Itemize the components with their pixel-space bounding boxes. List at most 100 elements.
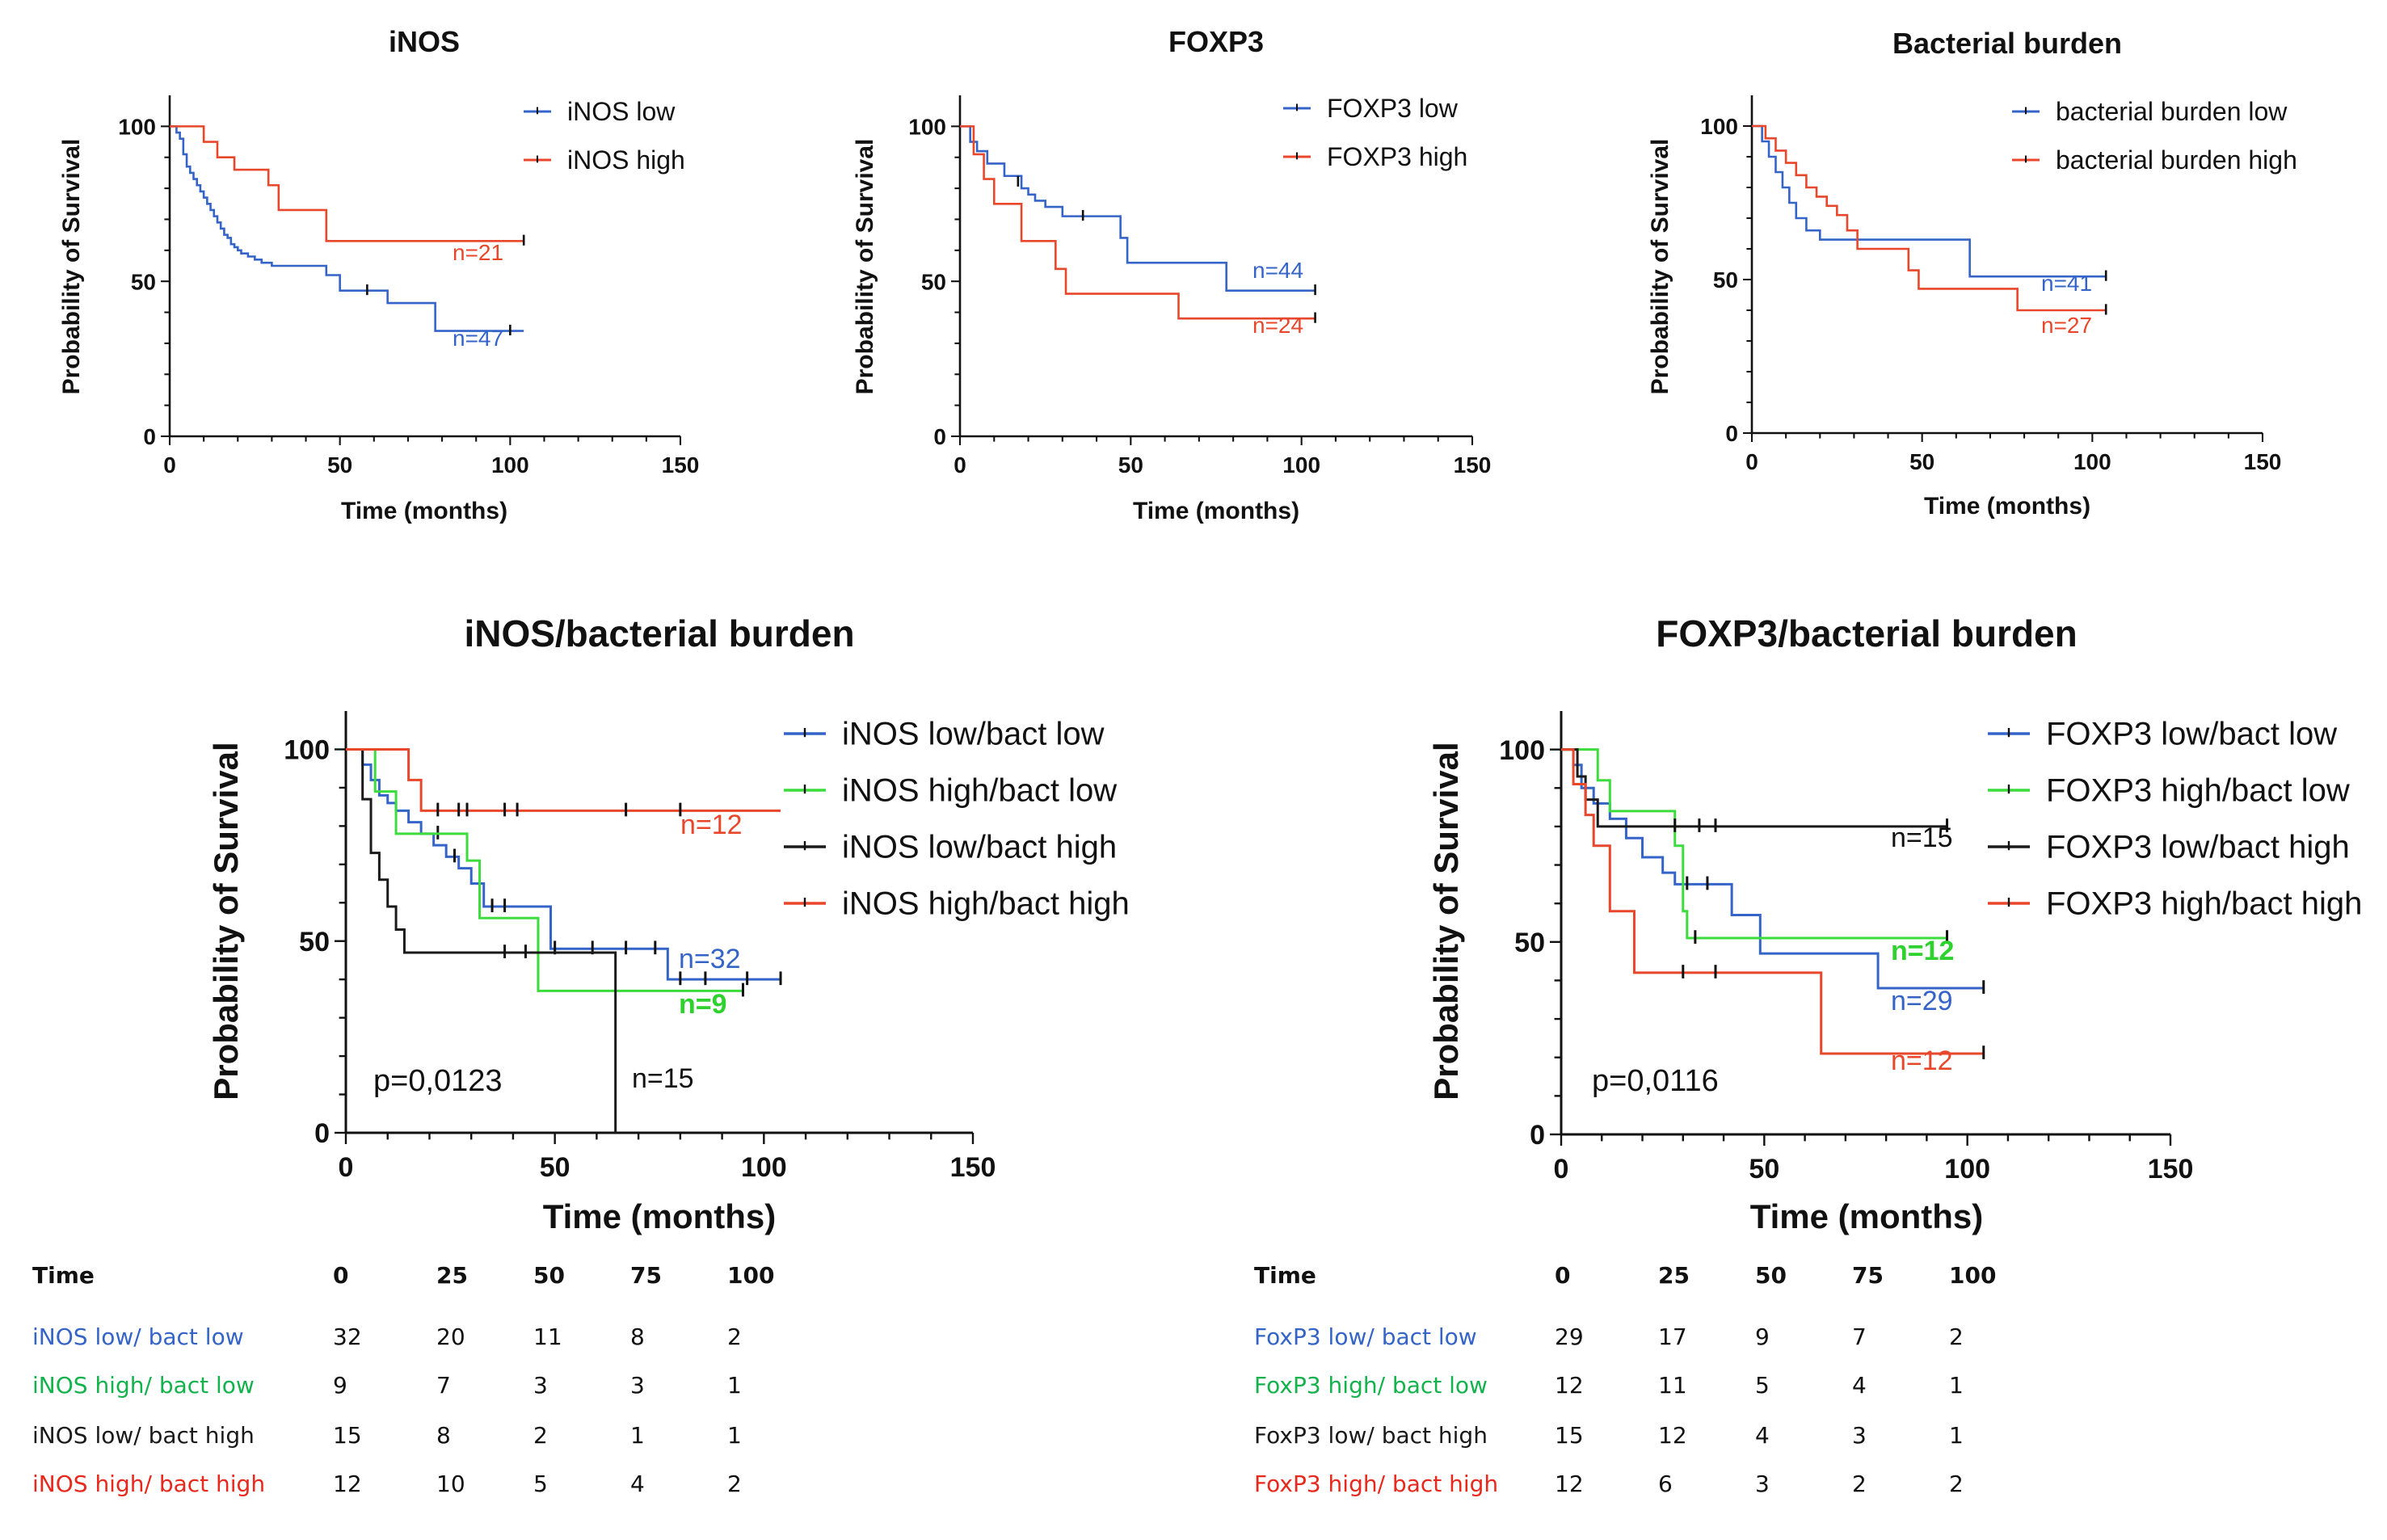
x-tick-label: 100 [1282,452,1320,478]
table-cell: 29 [1555,1323,1584,1350]
table-row-label: iNOS low/ bact low [32,1323,244,1350]
table-cell: 12 [1555,1372,1584,1399]
table-cell: 2 [1949,1471,1964,1497]
legend-item: FOXP3 high/bact high [1988,886,2362,922]
table-row-label: FoxP3 high/ bact low [1254,1372,1488,1399]
series-line-1 [1752,124,2107,278]
table-cell: 3 [1852,1422,1867,1449]
legend-label: FOXP3 high [1327,142,1467,171]
table-cell: 11 [533,1323,562,1350]
x-tick-label: 0 [339,1152,354,1183]
n-label: n=15 [1891,823,1953,853]
n-label: n=47 [453,326,503,351]
n-label: n=41 [2041,271,2092,296]
table-cell: 1 [630,1422,645,1449]
x-tick-label: 0 [163,452,176,478]
x-tick-label: 0 [1554,1154,1569,1184]
chart-title: iNOS/bacterial burden [464,612,854,654]
legend-label: iNOS low/bact high [842,830,1117,865]
x-tick-label: 50 [1749,1154,1779,1184]
x-tick-label: 50 [1909,449,1934,474]
x-tick-label: 100 [1944,1154,1990,1184]
table-cell: 9 [1755,1323,1770,1350]
series-line-3 [1561,748,1947,828]
x-tick-label: 150 [2148,1154,2194,1184]
legend-item: FOXP3 low/bact low [1988,717,2337,752]
legend-item: iNOS low [524,97,676,126]
y-tick-label: 0 [1725,421,1738,446]
n-label: n=12 [680,810,743,840]
legend-label: iNOS high/bact low [842,773,1117,809]
table-cell: 50 [1755,1262,1787,1289]
km-panel-5: FOXP3/bacterial burden 0 50 100 150 0 50 100 Tim… [1427,612,2362,1235]
n-label: n=12 [1891,936,1954,966]
chart-title: FOXP3 [1168,25,1264,58]
x-tick-label: 100 [741,1152,787,1183]
x-tick-label: 150 [950,1152,996,1183]
n-label: n=21 [453,240,503,265]
table-cell: 5 [1755,1372,1770,1399]
table-row-label: Time [1254,1262,1316,1289]
x-tick-label: 50 [327,452,352,478]
table-cell: 1 [727,1422,742,1449]
n-label: n=15 [632,1063,694,1094]
p-value: p=0,0116 [1592,1064,1719,1098]
table-cell: 15 [1555,1422,1584,1449]
series-line-2 [346,747,743,992]
legend-label: FOXP3 low/bact high [2046,830,2350,865]
x-axis-label: Time (months) [1924,493,2090,520]
table-cell: 8 [436,1422,451,1449]
y-axis-label: Probability of Survival [207,742,245,1100]
table-cell: 100 [1949,1262,1997,1289]
table-cell: 4 [1852,1372,1867,1399]
series-line-2 [960,125,1316,320]
table-cell: 2 [1852,1471,1867,1497]
table-row-label: FoxP3 high/ bact high [1254,1471,1499,1497]
legend-label: FOXP3 low/bact low [2046,717,2337,752]
y-tick-label: 50 [299,927,330,957]
table-cell: 75 [1852,1262,1884,1289]
chart-title: Bacterial burden [1892,27,2122,60]
n-label: n=12 [1891,1046,1953,1076]
legend-label: bacterial burden low [2056,97,2288,126]
table-cell: 2 [727,1323,742,1350]
table-cell: 1 [727,1372,742,1399]
y-tick-label: 100 [118,114,156,139]
legend-item: FOXP3 high [1283,142,1467,171]
table-cell: 0 [1555,1262,1571,1289]
legend-label: iNOS high [567,145,685,175]
table-cell: 8 [630,1323,645,1350]
legend-label: iNOS low [567,97,676,126]
n-label: n=29 [1891,986,1953,1016]
series-line-1 [170,125,524,332]
km-panel-4: iNOS/bacterial burden 0 50 100 150 0 50 100 Time… [207,612,1130,1235]
table-cell: 11 [1658,1372,1687,1399]
table-cell: 50 [533,1262,565,1289]
table-cell: 10 [436,1471,465,1497]
y-tick-label: 0 [143,424,156,449]
y-axis-label: Probability of Survival [1647,139,1673,395]
table-cell: 7 [1852,1323,1867,1350]
x-axis-label: Time (months) [341,498,507,524]
x-axis-label: Time (months) [543,1197,777,1235]
legend-item: FOXP3 low/bact high [1988,830,2350,865]
y-tick-label: 50 [131,269,156,294]
km-panel-3: Bacterial burden 0 50 100 150 0 50 100 Time (mon… [1647,27,2297,520]
y-tick-label: 50 [1514,928,1545,958]
x-axis-label: Time (months) [1750,1197,1984,1235]
series-line-4 [1561,748,1984,1055]
x-tick-label: 0 [1745,449,1758,474]
table-cell: 25 [436,1262,468,1289]
x-tick-label: 50 [540,1152,570,1183]
table-cell: 3 [1755,1471,1770,1497]
table-cell: 2 [1949,1323,1964,1350]
table-row-label: iNOS high/ bact high [32,1471,266,1497]
y-tick-label: 100 [908,114,946,139]
x-tick-label: 0 [954,452,966,478]
table-cell: 15 [333,1422,362,1449]
series-line-4 [346,747,781,812]
chart-title: FOXP3/bacterial burden [1656,612,2077,654]
legend-label: bacterial burden high [2056,145,2297,175]
table-row-label: iNOS high/ bact low [32,1372,255,1399]
